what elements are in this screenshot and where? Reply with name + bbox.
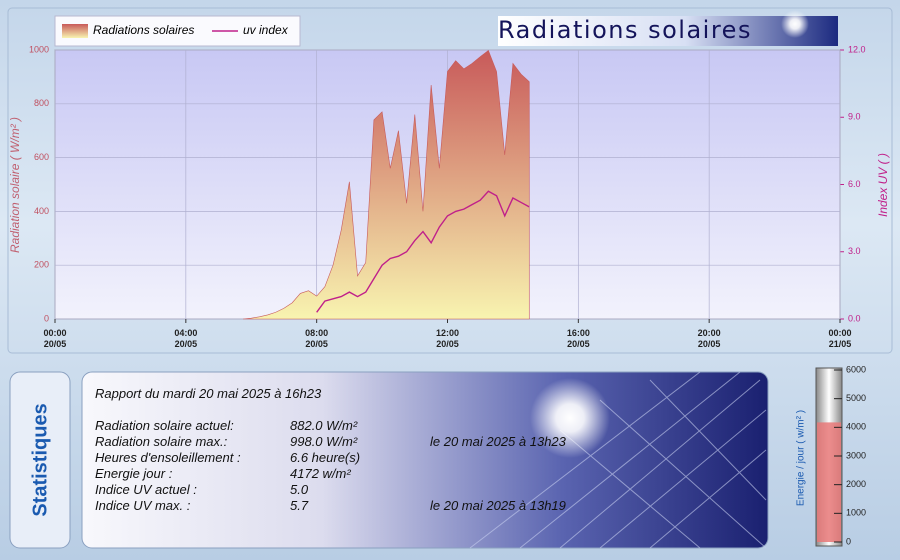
report-title: Rapport du mardi 20 mai 2025 à 16h23 (95, 386, 322, 401)
y-tick-label: 600 (34, 152, 49, 162)
stat-date: le 20 mai 2025 à 13h23 (430, 434, 566, 449)
gauge-fill (817, 422, 841, 542)
line (316, 190, 530, 313)
stat-value: 882.0 W/m² (290, 418, 358, 433)
y2-tick-label: 9.0 (848, 112, 861, 122)
legend-label: Radiations solaires (93, 23, 194, 37)
x-tick-label: 08:00 20/05 (305, 328, 329, 349)
stat-value: 6.6 heure(s) (290, 450, 361, 465)
gauge-tick-label: 5000 (846, 393, 866, 403)
solar-panel-decoration (469, 371, 767, 549)
legend-swatch (62, 24, 88, 38)
stat-value: 5.0 (290, 482, 309, 497)
chart-frame (7, 7, 893, 354)
stat-value: 5.7 (290, 498, 309, 513)
y2-tick-label: 3.0 (848, 246, 861, 256)
sun-glow (530, 378, 610, 458)
gauge-tick-label: 2000 (846, 479, 866, 489)
stat-date: le 20 mai 2025 à 13h19 (430, 498, 566, 513)
gauge-tick-label: 6000 (846, 364, 866, 374)
stat-label: Radiation solaire actuel: (95, 418, 234, 433)
x-tick-label: 00:00 21/05 (828, 328, 852, 349)
x-tick-label: 04:00 20/05 (174, 328, 198, 349)
area (243, 50, 530, 320)
y-tick-label: 0 (44, 313, 49, 323)
y2-axis-label: Index UV ( ) (876, 153, 890, 217)
legend (54, 15, 301, 47)
gauge-tick-label: 4000 (846, 422, 866, 432)
chart-title: Radiations solaires (498, 16, 752, 44)
gauge-tick-label: 0 (846, 536, 851, 546)
y-axis-label: Radiation solaire ( W/m² ) (8, 117, 22, 253)
stat-label: Energie jour : (95, 466, 173, 481)
x-tick-label: 16:00 20/05 (566, 328, 590, 349)
gauge-label: Energie / jour ( w/m² ) (796, 410, 807, 506)
y-tick-label: 400 (34, 206, 49, 216)
stat-label: Indice UV max. : (95, 498, 191, 513)
gauge-tick-label: 3000 (846, 450, 866, 460)
y2-tick-label: 0.0 (848, 313, 861, 323)
y2-tick-label: 6.0 (848, 179, 861, 189)
x-tick-label: 20:00 20/05 (697, 328, 721, 349)
x-tick-label: 12:00 20/05 (435, 328, 460, 349)
y-tick-label: 200 (34, 260, 49, 270)
legend-label: uv index (243, 23, 289, 37)
stat-value: 998.0 W/m² (290, 434, 358, 449)
y2-tick-label: 12.0 (848, 44, 866, 54)
stat-label: Indice UV actuel : (95, 482, 197, 497)
x-tick-label: 00:00 20/05 (43, 328, 67, 349)
stats-tab (9, 371, 71, 549)
gauge-tick-label: 1000 (846, 508, 866, 518)
stats-title: Statistiques (29, 403, 51, 516)
sun-glow (781, 10, 809, 38)
stat-label: Radiation solaire max.: (95, 434, 228, 449)
stat-label: Heures d'ensoleillement : (95, 450, 241, 465)
y-tick-label: 800 (34, 98, 49, 108)
stat-value: 4172 w/m² (290, 466, 351, 481)
y-tick-label: 1000 (29, 44, 49, 54)
